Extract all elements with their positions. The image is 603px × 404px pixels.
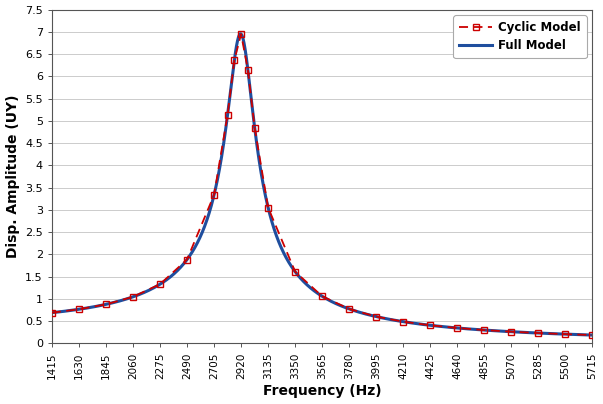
Cyclic Model xyxy=(400,319,407,324)
Full Model xyxy=(256,160,263,164)
Cyclic Model xyxy=(103,302,110,307)
Cyclic Model xyxy=(373,314,380,319)
Cyclic Model xyxy=(183,257,191,262)
Cyclic Model xyxy=(427,323,434,328)
Cyclic Model xyxy=(156,282,163,286)
Cyclic Model xyxy=(48,310,55,315)
Cyclic Model xyxy=(562,332,569,337)
Cyclic Model xyxy=(231,58,238,63)
Cyclic Model xyxy=(346,307,353,311)
Legend: Cyclic Model, Full Model: Cyclic Model, Full Model xyxy=(453,15,587,58)
Cyclic Model xyxy=(75,307,83,312)
Full Model xyxy=(110,300,117,305)
Full Model xyxy=(142,289,149,294)
Full Model xyxy=(589,332,596,337)
X-axis label: Frequency (Hz): Frequency (Hz) xyxy=(263,385,382,398)
Cyclic Model xyxy=(130,295,137,299)
Full Model xyxy=(578,332,586,337)
Cyclic Model xyxy=(291,269,298,274)
Y-axis label: Disp. Amplitude (UY): Disp. Amplitude (UY) xyxy=(5,95,19,258)
Line: Cyclic Model: Cyclic Model xyxy=(49,31,596,338)
Cyclic Model xyxy=(481,328,488,332)
Cyclic Model xyxy=(508,329,515,334)
Full Model xyxy=(48,310,55,315)
Cyclic Model xyxy=(589,332,596,337)
Line: Full Model: Full Model xyxy=(52,34,592,335)
Cyclic Model xyxy=(318,294,326,299)
Full Model xyxy=(279,248,286,253)
Cyclic Model xyxy=(535,330,542,335)
Cyclic Model xyxy=(251,125,258,130)
Full Model xyxy=(237,32,244,36)
Full Model xyxy=(520,330,528,335)
Cyclic Model xyxy=(265,205,272,210)
Cyclic Model xyxy=(244,67,251,72)
Cyclic Model xyxy=(224,113,231,118)
Cyclic Model xyxy=(453,326,461,330)
Cyclic Model xyxy=(210,192,218,197)
Cyclic Model xyxy=(238,32,245,36)
